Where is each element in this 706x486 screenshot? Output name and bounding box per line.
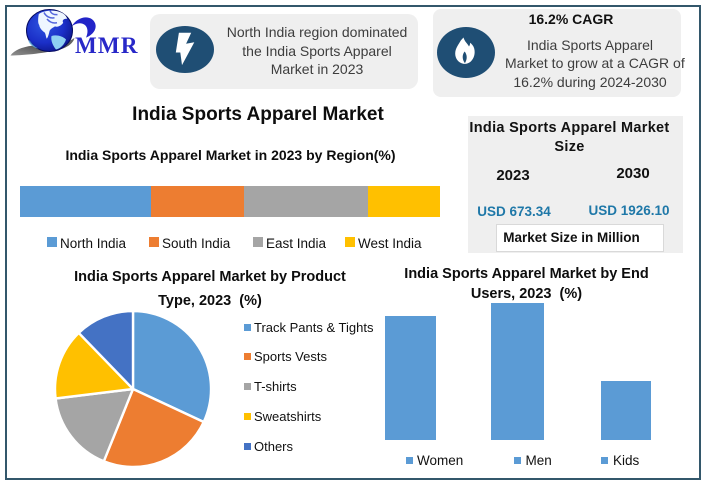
- svg-text:MMR: MMR: [75, 33, 139, 58]
